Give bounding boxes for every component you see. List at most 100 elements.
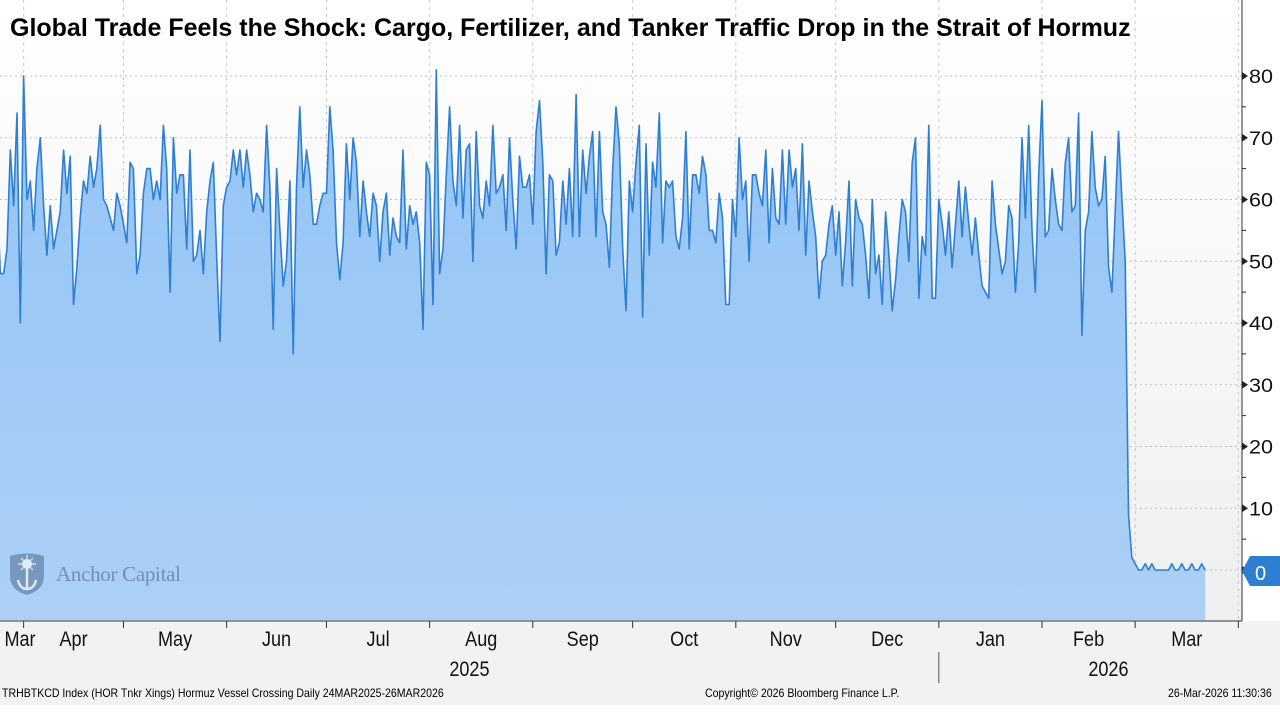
data-point: [948, 211, 950, 213]
data-point: [928, 124, 930, 126]
data-point: [39, 137, 41, 139]
x-axis: Mar Apr May Jun Jul Aug Sep Oct Nov Dec Jan Feb Mar 2…: [4, 621, 1239, 683]
data-point: [349, 198, 351, 201]
data-point: [851, 285, 853, 287]
data-point: [439, 273, 441, 275]
data-point: [542, 161, 544, 163]
watermark: Anchor Capital: [8, 552, 181, 596]
data-point: [86, 192, 88, 194]
data-point: [156, 180, 158, 182]
data-point: [69, 155, 71, 157]
x-month-label: May: [158, 628, 192, 652]
data-point: [435, 69, 437, 71]
data-point: [695, 174, 697, 176]
data-point: [984, 291, 987, 293]
data-point: [146, 168, 148, 170]
data-point: [59, 211, 61, 213]
data-point: [721, 217, 724, 219]
data-point: [222, 205, 224, 207]
data-point: [372, 192, 374, 194]
data-point: [921, 236, 923, 238]
data-point: [76, 266, 78, 268]
data-point: [1061, 229, 1063, 231]
data-point: [678, 248, 680, 250]
y-tick-label: 10: [1249, 499, 1273, 520]
x-year-label: 2025: [449, 658, 489, 682]
data-point: [1108, 266, 1110, 268]
data-point: [389, 254, 391, 256]
data-point: [1038, 174, 1040, 176]
data-point: [692, 174, 694, 176]
data-point: [1151, 563, 1153, 565]
data-point: [159, 198, 161, 201]
data-point: [888, 254, 890, 256]
data-point: [908, 260, 910, 262]
data-point: [212, 161, 214, 163]
y-tick: [1242, 319, 1248, 327]
data-point: [325, 192, 328, 194]
watermark-text: Anchor Capital: [56, 561, 181, 586]
data-point: [33, 229, 35, 231]
data-point: [6, 248, 8, 250]
data-point: [1048, 229, 1050, 231]
data-point: [485, 180, 487, 182]
data-point: [1021, 137, 1023, 139]
data-point: [415, 211, 417, 213]
data-point: [731, 198, 734, 201]
data-point: [578, 236, 581, 238]
data-point: [748, 260, 750, 262]
data-point: [861, 223, 863, 225]
data-point: [72, 303, 75, 306]
data-point: [126, 242, 128, 244]
data-point: [472, 260, 474, 262]
data-point: [1018, 242, 1020, 244]
data-point: [572, 236, 574, 238]
data-point: [1011, 217, 1013, 219]
data-point: [266, 124, 268, 126]
data-point: [938, 198, 940, 201]
data-point: [595, 236, 597, 238]
data-point: [718, 192, 720, 194]
data-point: [276, 168, 278, 170]
data-point: [1014, 291, 1017, 293]
data-point: [216, 254, 218, 256]
data-point: [535, 131, 537, 133]
data-point: [1094, 186, 1096, 188]
data-points: [0, 69, 1206, 571]
data-point: [46, 254, 48, 256]
data-point: [655, 186, 657, 188]
data-point: [189, 149, 191, 151]
data-point: [512, 198, 514, 201]
data-point: [479, 205, 481, 207]
data-point: [1081, 334, 1083, 336]
data-point: [711, 229, 714, 231]
data-point: [1154, 569, 1156, 571]
data-point: [1161, 569, 1163, 571]
data-point: [3, 273, 5, 275]
data-point: [106, 205, 108, 207]
data-point: [701, 155, 704, 157]
data-point: [9, 149, 11, 151]
data-point: [658, 112, 660, 114]
data-point: [532, 223, 534, 225]
data-point: [911, 161, 913, 163]
data-point: [172, 137, 174, 139]
data-point: [292, 353, 294, 355]
data-point: [964, 186, 967, 188]
y-tick: [1242, 133, 1248, 142]
data-point: [931, 297, 933, 299]
data-point: [132, 168, 134, 170]
data-point: [139, 254, 141, 256]
data-point: [991, 180, 993, 182]
data-point: [1121, 198, 1123, 201]
data-point: [675, 236, 677, 238]
data-point: [399, 242, 401, 244]
data-point: [855, 198, 857, 201]
data-point: [555, 254, 557, 256]
data-point: [881, 303, 883, 306]
data-point: [698, 192, 700, 194]
data-point: [432, 303, 434, 306]
data-point: [425, 161, 427, 163]
data-point: [1131, 557, 1133, 559]
data-point: [978, 254, 980, 256]
